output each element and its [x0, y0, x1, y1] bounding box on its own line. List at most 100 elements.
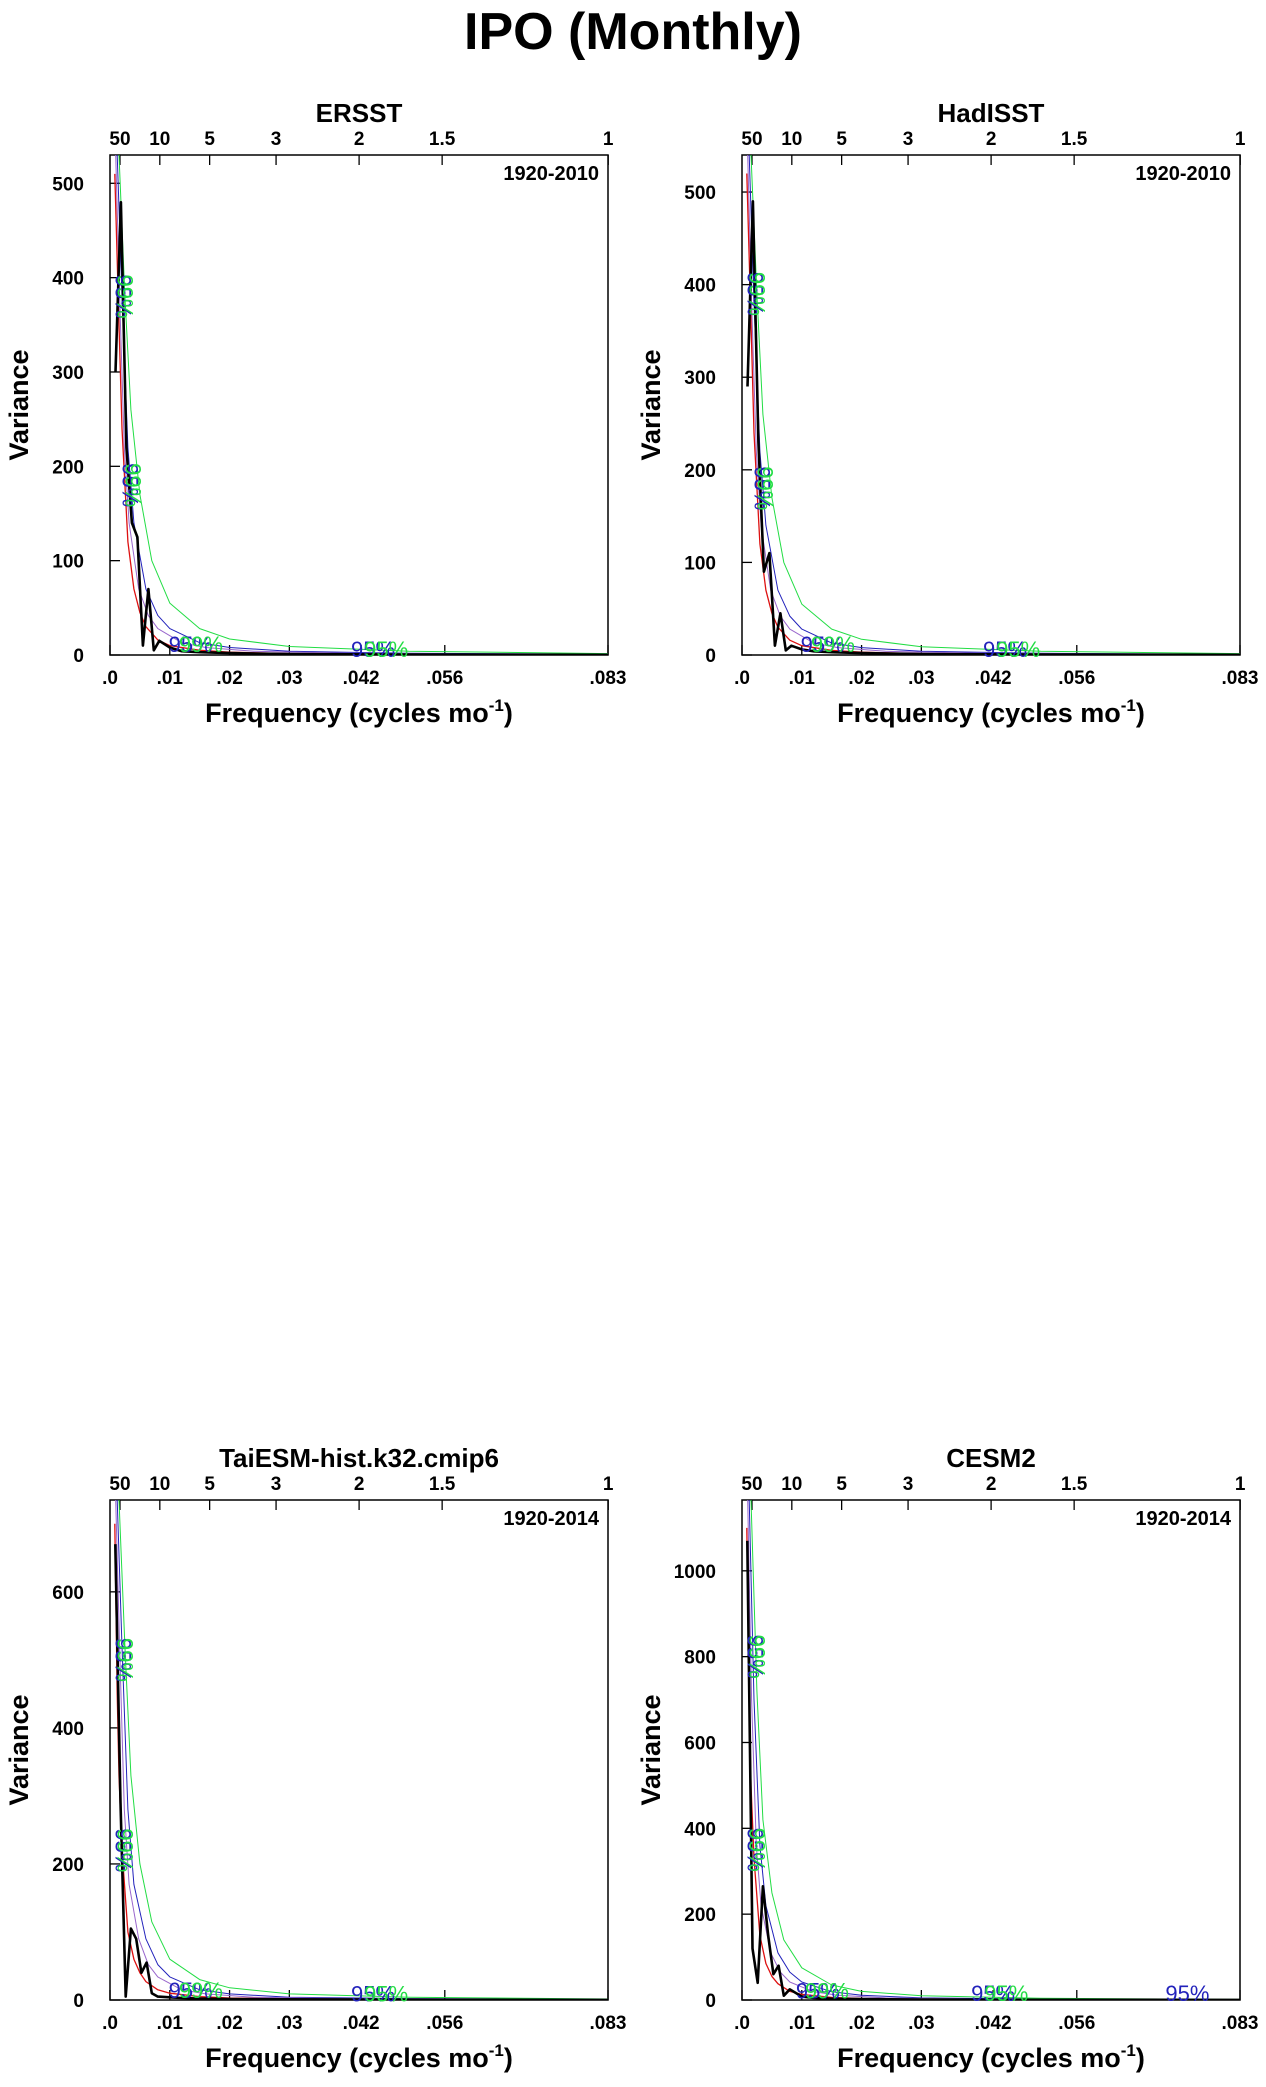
x-axis-label: Frequency (cycles mo-1) [837, 696, 1145, 728]
y-tick-label: 400 [684, 276, 716, 297]
x-tick-label: .042 [975, 668, 1012, 689]
x-tick-label: .056 [426, 2013, 463, 2034]
x-tick-label: .056 [1058, 2013, 1095, 2034]
y-tick-label: 0 [73, 1991, 84, 2012]
confidence-label: 95% [750, 466, 775, 510]
plot-frame [741, 154, 1241, 656]
x-tick-label: .03 [276, 2013, 302, 2034]
y-tick-label: 800 [684, 1648, 716, 1669]
confidence-95-line [116, 155, 608, 655]
confidence-label: 95% [743, 1635, 768, 1679]
spectrum-line [114, 1544, 608, 2000]
period-tick-label: 3 [903, 129, 914, 150]
plot-frame [741, 1499, 1241, 2001]
period-label: 1920-2010 [1135, 163, 1231, 185]
confidence-aux-line [747, 155, 1141, 655]
y-tick-label: 200 [684, 461, 716, 482]
curves [114, 155, 608, 655]
y-axis-label: Variance [636, 349, 666, 460]
x-tick-label: .01 [157, 2013, 184, 2034]
x-tick-label: .042 [975, 2013, 1012, 2034]
y-tick-label: 200 [52, 1855, 84, 1876]
confidence-label: 99% [811, 632, 855, 657]
x-tick-label: .02 [848, 668, 874, 689]
spectrum-line [114, 200, 608, 655]
confidence-label: 95% [351, 637, 395, 662]
red-noise-line [746, 1527, 1240, 2000]
spectrum-line [746, 200, 1240, 655]
confidence-label: 95% [111, 1828, 136, 1872]
period-tick-label: 1.5 [1061, 129, 1088, 150]
figure-title: IPO (Monthly) [464, 3, 802, 61]
confidence-label: 95% [971, 1981, 1015, 2006]
confidence-label: 99% [179, 1978, 223, 2003]
period-tick-label: 5 [836, 129, 847, 150]
y-tick-label: 0 [73, 646, 84, 667]
x-tick-label: .03 [908, 668, 934, 689]
confidence-label: 95% [743, 1828, 768, 1872]
period-label: 1920-2014 [503, 1508, 600, 1530]
x-tick-label: .0 [734, 2013, 750, 2034]
confidence-label: 99% [112, 1828, 137, 1872]
confidence-label: 95% [796, 1979, 840, 2004]
x-tick-label: .01 [789, 668, 816, 689]
period-tick-label: 3 [271, 1474, 282, 1495]
confidence-label: 95% [118, 463, 143, 507]
period-tick-label: 1.5 [1061, 1474, 1088, 1495]
panel-title: TaiESM-hist.k32.cmip6 [219, 1443, 499, 1473]
confidence-label: 95% [983, 637, 1027, 662]
confidence-label: 99% [753, 466, 778, 510]
y-tick-label: 200 [684, 1905, 716, 1926]
period-tick-label: 5 [836, 1474, 847, 1495]
period-label: 1920-2010 [503, 163, 599, 185]
period-tick-label: 5 [204, 129, 215, 150]
panel-title: HadISST [938, 98, 1045, 128]
curves [746, 1500, 1240, 2000]
confidence-label: 95% [111, 274, 136, 318]
x-tick-label: .03 [908, 2013, 934, 2034]
confidence-label: 99% [112, 274, 137, 318]
period-tick-label: 1.5 [429, 1474, 456, 1495]
confidence-label: 95% [984, 1981, 1028, 2006]
confidence-label: 99% [179, 632, 223, 657]
y-tick-label: 400 [52, 269, 84, 290]
x-tick-label: .056 [1058, 668, 1095, 689]
period-tick-label: 3 [271, 129, 282, 150]
x-axis-label: Frequency (cycles mo-1) [205, 2041, 513, 2073]
x-tick-label: .042 [343, 668, 380, 689]
spectrum-line [746, 1540, 1240, 2000]
x-tick-label: .0 [734, 668, 750, 689]
y-tick-label: 400 [684, 1819, 716, 1840]
period-tick-label: 2 [354, 1474, 365, 1495]
confidence-label: 95% [169, 1978, 213, 2003]
x-tick-label: .083 [590, 668, 627, 689]
period-tick-label: 10 [781, 129, 802, 150]
confidence-label: 95% [996, 637, 1040, 662]
y-tick-label: 100 [684, 553, 716, 574]
confidence-label: 95% [801, 632, 845, 657]
y-tick-label: 600 [684, 1733, 716, 1754]
y-tick-label: 600 [52, 1583, 84, 1604]
confidence-label: 95% [364, 1981, 408, 2006]
confidence-99-line [118, 1500, 608, 2000]
panel-title: CESM2 [946, 1443, 1036, 1473]
period-tick-label: 50 [741, 1474, 762, 1495]
red-noise-line [114, 1523, 608, 2000]
y-tick-label: 400 [52, 1719, 84, 1740]
confidence-label: 95% [111, 1638, 136, 1682]
period-tick-label: 1 [1235, 129, 1246, 150]
confidence-99-line [118, 155, 608, 655]
x-axis-label: Frequency (cycles mo-1) [837, 2041, 1145, 2073]
confidence-aux-line [115, 1500, 509, 2000]
x-tick-label: .083 [590, 2013, 627, 2034]
confidence-aux-line [747, 1500, 1141, 2000]
y-axis-label: Variance [4, 349, 34, 460]
y-tick-label: 500 [52, 174, 84, 195]
confidence-95-line [748, 155, 1240, 655]
period-tick-label: 10 [781, 1474, 802, 1495]
y-tick-label: 0 [705, 646, 716, 667]
y-tick-label: 1000 [674, 1562, 716, 1583]
